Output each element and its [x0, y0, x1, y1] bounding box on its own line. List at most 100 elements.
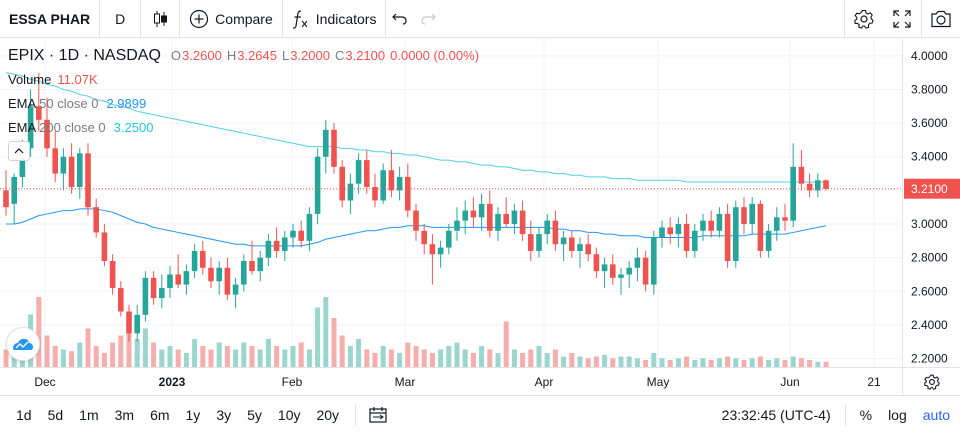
volume-bar [397, 353, 403, 367]
period-1y-button[interactable]: 1y [185, 406, 201, 423]
period-20y-button[interactable]: 20y [316, 406, 340, 423]
period-3m-button[interactable]: 3m [114, 406, 135, 423]
plus-circle-icon [189, 9, 209, 29]
candle-body [257, 257, 263, 272]
legend-collapse-button[interactable] [8, 141, 30, 161]
volume-bar [413, 346, 419, 367]
volume-bar [725, 356, 731, 367]
gear-icon[interactable] [845, 0, 883, 38]
candle-body [700, 220, 706, 231]
volume-bar [667, 360, 673, 367]
calendar-range-icon[interactable] [364, 396, 392, 433]
candle-body [536, 234, 542, 251]
candle-body [446, 230, 452, 248]
candle-body [421, 230, 427, 245]
candle-down [782, 203, 788, 231]
candle-up [191, 244, 198, 278]
legend-ema50-row[interactable]: EMA 50 close 0 2.9899 [8, 92, 484, 116]
volume-bar [175, 349, 181, 367]
candle-down [208, 257, 214, 288]
price-scale[interactable]: 4.00003.80003.60003.40003.20003.00002.80… [902, 39, 960, 367]
compare-label: Compare [215, 10, 273, 27]
candle-body [519, 210, 526, 235]
candle-body [249, 261, 255, 272]
volume-bar [52, 346, 58, 367]
candle-down [339, 160, 345, 208]
price-chart[interactable] [0, 39, 902, 367]
toolbar-divider [179, 0, 181, 38]
volume-bar [364, 349, 370, 367]
volume-bar [110, 342, 116, 367]
candlesticks [3, 72, 829, 342]
candle-up [142, 271, 149, 322]
candle-body [224, 267, 231, 295]
candle-body [667, 227, 673, 235]
period-6m-button[interactable]: 6m [150, 406, 170, 423]
volume-bar [282, 349, 288, 367]
legend-volume-row[interactable]: Volume 11.07K [8, 68, 484, 92]
chart-pane[interactable] [0, 39, 902, 367]
period-1d-button[interactable]: 1d [16, 406, 32, 423]
candle-up [355, 153, 362, 194]
candle-body [478, 203, 485, 218]
symbol-title[interactable]: EPIX · 1D · NASDAQ [8, 47, 161, 64]
candle-body [27, 106, 34, 149]
candle-body [560, 237, 567, 245]
volume-bar [536, 346, 542, 367]
candle-body [44, 119, 50, 149]
volume-bar [749, 358, 755, 367]
candle-up [282, 230, 288, 262]
toolbar-divider [844, 0, 845, 38]
auto-scale-toggle[interactable]: auto [922, 406, 950, 423]
time-axis-labels: Dec 2023 Feb Mar Apr May Jun 21 [34, 375, 881, 389]
candle-body [708, 220, 714, 231]
chevron-up-icon [14, 148, 24, 154]
candle-down [667, 217, 673, 245]
candle-body [462, 210, 468, 221]
clock-time[interactable]: 23:32:45 (UTC-4) [721, 406, 831, 423]
candle-body [626, 267, 632, 275]
period-5y-button[interactable]: 5y [247, 406, 262, 423]
fullscreen-icon[interactable] [883, 0, 921, 38]
volume-bar [134, 339, 140, 367]
interval-selector[interactable]: D [115, 10, 126, 27]
period-5d-button[interactable]: 5d [47, 406, 64, 423]
candle-down [3, 170, 9, 216]
candle-body [544, 220, 550, 235]
price-tick-label: 3.6000 [911, 116, 948, 130]
legend-ema200-row[interactable]: EMA 200 close 0 3.2500 [8, 116, 484, 140]
fx-icon [292, 9, 308, 29]
axis-settings-button[interactable] [902, 367, 960, 395]
period-1m-button[interactable]: 1m [79, 406, 99, 423]
volume-bar [766, 360, 772, 367]
time-tick-label: Feb [282, 375, 303, 389]
candle-down [273, 227, 280, 258]
time-axis[interactable]: Dec 2023 Feb Mar Apr May Jun 21 [0, 367, 902, 395]
candle-body [298, 230, 304, 241]
period-3y-button[interactable]: 3y [216, 406, 232, 423]
candle-body [216, 267, 222, 282]
tradingview-logo-icon[interactable] [6, 327, 40, 361]
camera-icon[interactable] [922, 0, 960, 38]
chart-legend: EPIX · 1D · NASDAQ O 3.2600 H 3.2645 L 3.20… [8, 44, 484, 140]
candle-body [52, 148, 58, 174]
symbol-search[interactable]: ESSA PHAR [9, 10, 91, 27]
candle-body [396, 176, 403, 191]
volume-bar [85, 328, 91, 367]
candle-body [323, 129, 329, 157]
ema50-name: EMA [8, 96, 37, 111]
price-tick-label: 2.6000 [911, 284, 948, 298]
percent-scale-toggle[interactable]: % [859, 406, 873, 423]
candle-body [60, 156, 67, 174]
undo-icon[interactable] [386, 0, 414, 38]
indicators-button[interactable]: Indicators [283, 0, 386, 38]
volume-bar [585, 358, 591, 367]
candle-up [323, 119, 329, 174]
candle-up [774, 207, 780, 241]
compare-button[interactable]: Compare [180, 0, 282, 38]
candle-down [298, 220, 304, 248]
redo-icon[interactable] [414, 0, 442, 38]
log-scale-toggle[interactable]: log [888, 406, 907, 423]
candles-icon[interactable] [141, 0, 179, 38]
period-10y-button[interactable]: 10y [277, 406, 301, 423]
